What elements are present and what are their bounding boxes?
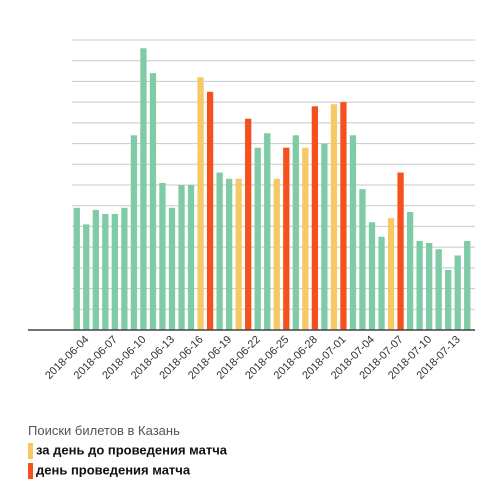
bar xyxy=(264,133,271,330)
bar xyxy=(406,211,414,330)
bar xyxy=(302,147,309,330)
bar xyxy=(92,209,99,330)
bar xyxy=(349,135,357,330)
bar xyxy=(140,48,147,331)
bar xyxy=(149,73,157,331)
bar xyxy=(130,135,138,330)
bar xyxy=(397,172,404,330)
bar xyxy=(159,182,166,330)
bar xyxy=(454,255,461,330)
bar xyxy=(368,222,376,330)
bar xyxy=(435,249,442,330)
legend-swatch xyxy=(28,463,33,479)
bar xyxy=(273,178,280,330)
bar xyxy=(102,214,109,330)
bar xyxy=(359,189,366,330)
bar xyxy=(121,207,128,330)
bar xyxy=(292,135,299,330)
bar xyxy=(216,172,223,330)
legend-swatch xyxy=(28,443,33,459)
bar xyxy=(254,147,261,330)
bar xyxy=(111,214,118,330)
bar xyxy=(168,207,176,330)
bar xyxy=(178,185,185,330)
bar xyxy=(416,240,423,330)
bar xyxy=(245,118,252,330)
bar xyxy=(464,240,471,330)
bar xyxy=(387,218,395,330)
bar xyxy=(235,178,242,330)
legend-label: за день до проведения матча xyxy=(36,442,228,457)
bar xyxy=(206,91,214,331)
bar xyxy=(321,143,328,330)
bar xyxy=(330,104,338,330)
bar xyxy=(283,147,290,330)
bar xyxy=(426,243,433,330)
legend-label: день проведения матча xyxy=(36,462,191,477)
bar xyxy=(197,77,204,331)
bar xyxy=(83,224,90,330)
bar xyxy=(187,185,195,330)
bar xyxy=(378,236,385,330)
bar xyxy=(445,269,452,330)
bar xyxy=(340,102,347,331)
bar xyxy=(73,207,80,330)
bar xyxy=(226,178,233,330)
legend-title: Поиски билетов в Казань xyxy=(28,423,180,438)
bar xyxy=(311,106,318,331)
